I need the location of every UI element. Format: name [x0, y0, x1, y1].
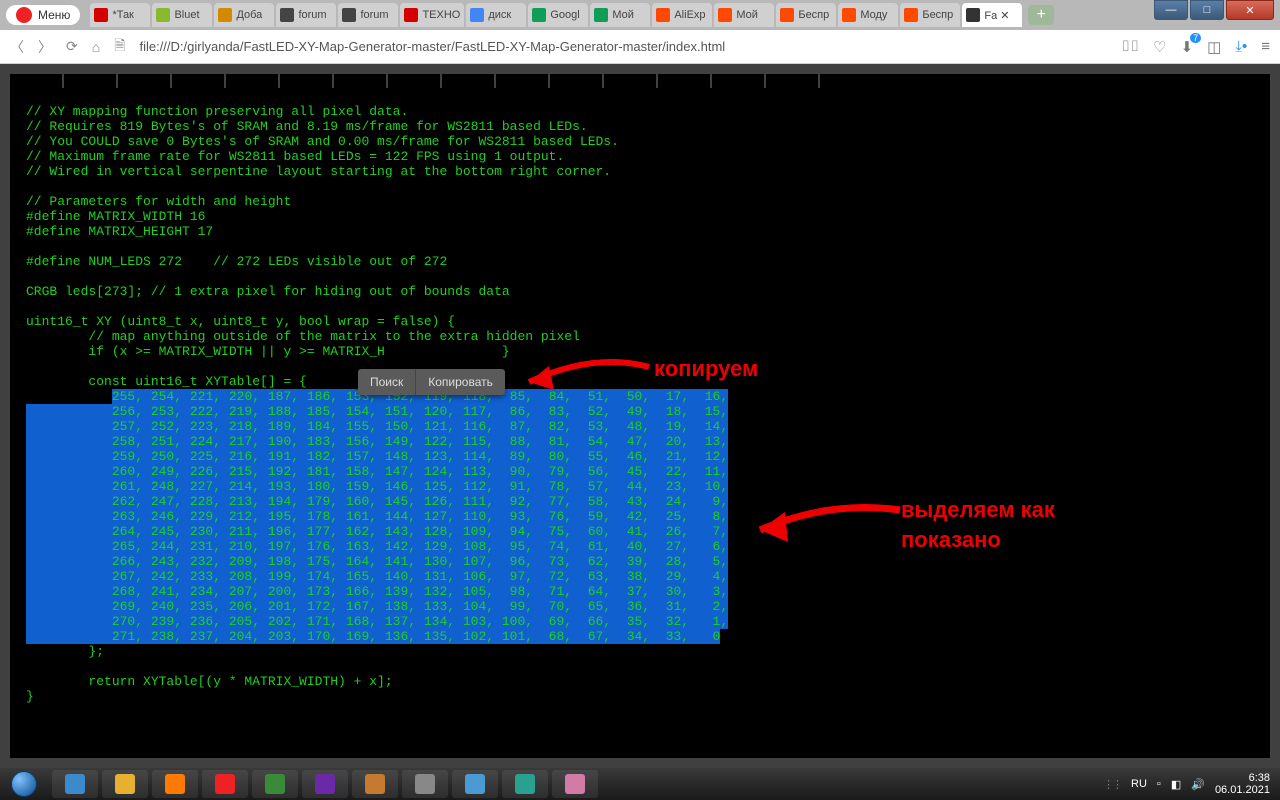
back-button[interactable]: 〈 [10, 37, 24, 57]
tray-lang[interactable]: RU [1131, 778, 1147, 790]
tab[interactable]: Мой [714, 3, 774, 27]
taskbar-app[interactable] [452, 770, 498, 798]
taskbar-app[interactable] [352, 770, 398, 798]
tab[interactable]: forum [276, 3, 336, 27]
tab[interactable]: Беспр [900, 3, 960, 27]
ctx-copy[interactable]: Копировать [415, 369, 505, 395]
taskbar-app[interactable] [552, 770, 598, 798]
start-button[interactable] [0, 768, 48, 800]
tray-net-icon[interactable]: ◧ [1171, 778, 1181, 791]
taskbar: ⋮⋮ RU ▫ ◧ 🔊 6:38 06.01.2021 [0, 768, 1280, 800]
close-button[interactable]: ✕ [1226, 0, 1274, 20]
system-tray: ⋮⋮ RU ▫ ◧ 🔊 6:38 06.01.2021 [1103, 772, 1280, 796]
start-orb-icon [11, 771, 37, 797]
extension-icon[interactable]: ⬇ [1181, 38, 1194, 56]
ruler [10, 74, 850, 88]
home-button[interactable]: ⌂ [92, 39, 100, 55]
tab[interactable]: Googl [528, 3, 588, 27]
arrow-2 [730, 490, 910, 565]
tab[interactable]: forum [338, 3, 398, 27]
tab[interactable]: Доба [214, 3, 274, 27]
tab[interactable]: ТЕХНО [400, 3, 464, 27]
snapshot-icon[interactable]: ⌷⌷ [1121, 38, 1139, 56]
new-tab-button[interactable]: + [1028, 5, 1054, 25]
tray-vol-icon[interactable]: 🔊 [1191, 778, 1205, 791]
taskbar-app[interactable] [252, 770, 298, 798]
opera-menu[interactable]: Меню [6, 5, 80, 25]
taskbar-app[interactable] [52, 770, 98, 798]
url-text[interactable]: file:///D:/girlyanda/FastLED-XY-Map-Gene… [139, 39, 1107, 54]
maximize-button[interactable]: □ [1190, 0, 1224, 20]
bookmark-icon[interactable]: ♡ [1153, 38, 1166, 56]
tray-date: 06.01.2021 [1215, 784, 1270, 796]
window-controls: — □ ✕ [1154, 0, 1274, 20]
taskbar-app[interactable] [402, 770, 448, 798]
address-bar: 〈 〉 ⟳ ⌂ 🗎 file:///D:/girlyanda/FastLED-X… [0, 30, 1280, 64]
tray-flag-icon[interactable]: ▫ [1157, 778, 1161, 790]
tab[interactable]: диск [466, 3, 526, 27]
tab[interactable]: *Так [90, 3, 150, 27]
tab[interactable]: Моду [838, 3, 898, 27]
minimize-button[interactable]: — [1154, 0, 1188, 20]
menu-icon[interactable]: ≡ [1261, 38, 1270, 56]
ctx-search[interactable]: Поиск [358, 369, 415, 395]
code-area[interactable]: // XY mapping function preserving all pi… [10, 74, 1270, 758]
tray-grip-icon: ⋮⋮ [1103, 778, 1121, 791]
tab-strip: Меню *ТакBluetДобаforumforumТЕХНОдискGoo… [0, 0, 1280, 30]
cube-icon[interactable]: ◫ [1207, 38, 1221, 56]
taskbar-app[interactable] [502, 770, 548, 798]
tray-time: 6:38 [1215, 772, 1270, 784]
taskbar-app[interactable] [152, 770, 198, 798]
opera-icon [16, 7, 32, 23]
taskbar-app[interactable] [102, 770, 148, 798]
taskbar-app[interactable] [202, 770, 248, 798]
tab[interactable]: AliExp [652, 3, 712, 27]
tab[interactable]: Bluet [152, 3, 212, 27]
arrow-1 [504, 342, 654, 407]
page-icon: 🗎 [114, 35, 125, 59]
task-icons [48, 770, 598, 798]
page-viewport: // XY mapping function preserving all pi… [0, 64, 1280, 768]
context-menu: Поиск Копировать [358, 369, 505, 395]
tabs-host: *ТакBluetДобаforumforumТЕХНОдискGooglМой… [90, 3, 1022, 27]
download-icon[interactable]: ⤓• [1235, 38, 1247, 56]
tab[interactable]: Fa ✕ [962, 3, 1022, 27]
forward-button[interactable]: 〉 [38, 37, 52, 57]
tray-clock[interactable]: 6:38 06.01.2021 [1215, 772, 1270, 796]
reload-button[interactable]: ⟳ [66, 38, 78, 55]
tab[interactable]: Беспр [776, 3, 836, 27]
taskbar-app[interactable] [302, 770, 348, 798]
menu-label: Меню [38, 8, 70, 22]
tab[interactable]: Мой [590, 3, 650, 27]
